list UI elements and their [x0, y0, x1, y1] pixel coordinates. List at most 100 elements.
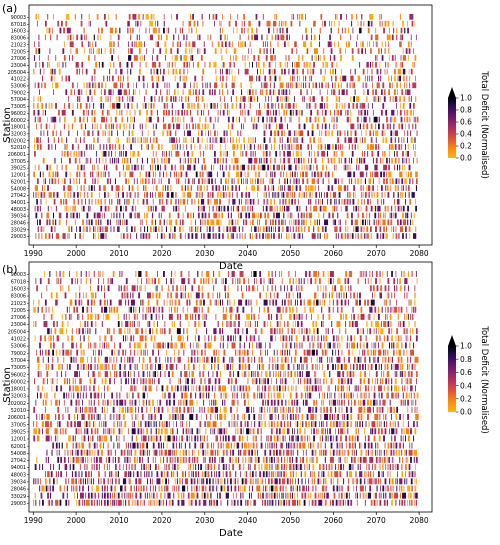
- deficit-cell: [336, 117, 337, 123]
- deficit-cell: [280, 35, 284, 41]
- deficit-cell: [296, 421, 297, 427]
- deficit-cell: [274, 130, 277, 136]
- deficit-cell: [82, 314, 83, 320]
- deficit-cell: [148, 421, 150, 427]
- deficit-cell: [306, 35, 308, 41]
- deficit-cell: [278, 371, 279, 377]
- deficit-cell: [215, 435, 218, 441]
- deficit-cell: [197, 192, 198, 198]
- deficit-cell: [333, 89, 336, 95]
- deficit-cell: [38, 117, 39, 123]
- deficit-cell: [334, 41, 335, 47]
- deficit-cell: [206, 271, 209, 277]
- deficit-cell: [186, 41, 187, 47]
- deficit-cell: [179, 137, 180, 143]
- deficit-cell: [285, 220, 286, 226]
- deficit-cell: [164, 328, 166, 334]
- deficit-cell: [315, 421, 317, 427]
- deficit-cell: [342, 199, 343, 205]
- deficit-cell: [104, 292, 105, 298]
- deficit-cell: [47, 14, 48, 20]
- deficit-cell: [396, 151, 398, 157]
- deficit-cell: [164, 428, 167, 434]
- deficit-cell: [298, 220, 300, 226]
- deficit-cell: [184, 343, 185, 349]
- deficit-cell: [325, 172, 327, 178]
- deficit-cell: [409, 103, 411, 109]
- deficit-cell: [318, 385, 319, 391]
- deficit-cell: [111, 213, 112, 219]
- deficit-cell: [402, 21, 404, 27]
- deficit-cell: [54, 178, 56, 184]
- deficit-cell: [293, 278, 294, 284]
- deficit-cell: [416, 378, 417, 384]
- deficit-cell: [108, 328, 110, 334]
- deficit-cell: [318, 285, 319, 291]
- deficit-cell: [375, 89, 377, 95]
- deficit-cell: [91, 428, 93, 434]
- deficit-cell: [311, 35, 312, 41]
- deficit-cell: [164, 321, 165, 327]
- deficit-cell: [132, 292, 133, 298]
- deficit-cell: [408, 185, 410, 191]
- deficit-cell: [381, 428, 383, 434]
- deficit-cell: [369, 357, 370, 363]
- deficit-cell: [132, 421, 133, 427]
- deficit-cell: [183, 55, 187, 61]
- deficit-cell: [74, 421, 76, 427]
- deficit-cell: [375, 130, 378, 136]
- deficit-cell: [83, 364, 85, 370]
- deficit-cell: [99, 192, 100, 198]
- deficit-cell: [307, 364, 308, 370]
- deficit-cell: [292, 172, 293, 178]
- deficit-cell: [298, 378, 299, 384]
- deficit-cell: [350, 110, 351, 116]
- deficit-cell: [264, 137, 266, 143]
- deficit-cell: [181, 96, 182, 102]
- deficit-cell: [257, 192, 258, 198]
- deficit-cell: [383, 414, 384, 420]
- deficit-cell: [127, 407, 128, 413]
- deficit-cell: [105, 21, 107, 27]
- deficit-cell: [170, 226, 171, 232]
- deficit-cell: [164, 300, 165, 306]
- deficit-cell: [127, 76, 128, 82]
- deficit-cell: [385, 357, 387, 363]
- deficit-cell: [394, 285, 395, 291]
- y-tick-label: 57004: [11, 97, 26, 103]
- deficit-cell: [65, 350, 69, 356]
- deficit-cell: [189, 371, 190, 377]
- deficit-cell: [365, 364, 366, 370]
- deficit-cell: [384, 335, 385, 341]
- deficit-cell: [182, 421, 183, 427]
- deficit-cell: [273, 110, 274, 116]
- deficit-cell: [213, 62, 216, 68]
- deficit-cell: [193, 364, 195, 370]
- deficit-cell: [374, 414, 378, 420]
- deficit-cell: [105, 335, 106, 341]
- deficit-cell: [86, 83, 87, 89]
- deficit-cell: [210, 220, 214, 226]
- deficit-cell: [194, 199, 195, 205]
- deficit-cell: [58, 364, 61, 370]
- deficit-cell: [180, 233, 182, 239]
- deficit-cell: [299, 314, 301, 320]
- deficit-cell: [84, 350, 85, 356]
- deficit-cell: [70, 300, 73, 306]
- deficit-cell: [361, 178, 362, 184]
- deficit-cell: [387, 185, 389, 191]
- deficit-cell: [328, 185, 330, 191]
- deficit-cell: [139, 400, 140, 406]
- deficit-cell: [149, 357, 151, 363]
- deficit-cell: [139, 28, 140, 34]
- deficit-cell: [290, 414, 292, 420]
- deficit-cell: [406, 350, 407, 356]
- deficit-cell: [86, 220, 87, 226]
- deficit-cell: [43, 321, 47, 327]
- deficit-cell: [181, 285, 182, 291]
- y-tick-label: 96002: [11, 111, 26, 117]
- deficit-cell: [299, 233, 301, 239]
- deficit-cell: [53, 321, 55, 327]
- deficit-cell: [362, 364, 364, 370]
- deficit-cell: [255, 328, 257, 334]
